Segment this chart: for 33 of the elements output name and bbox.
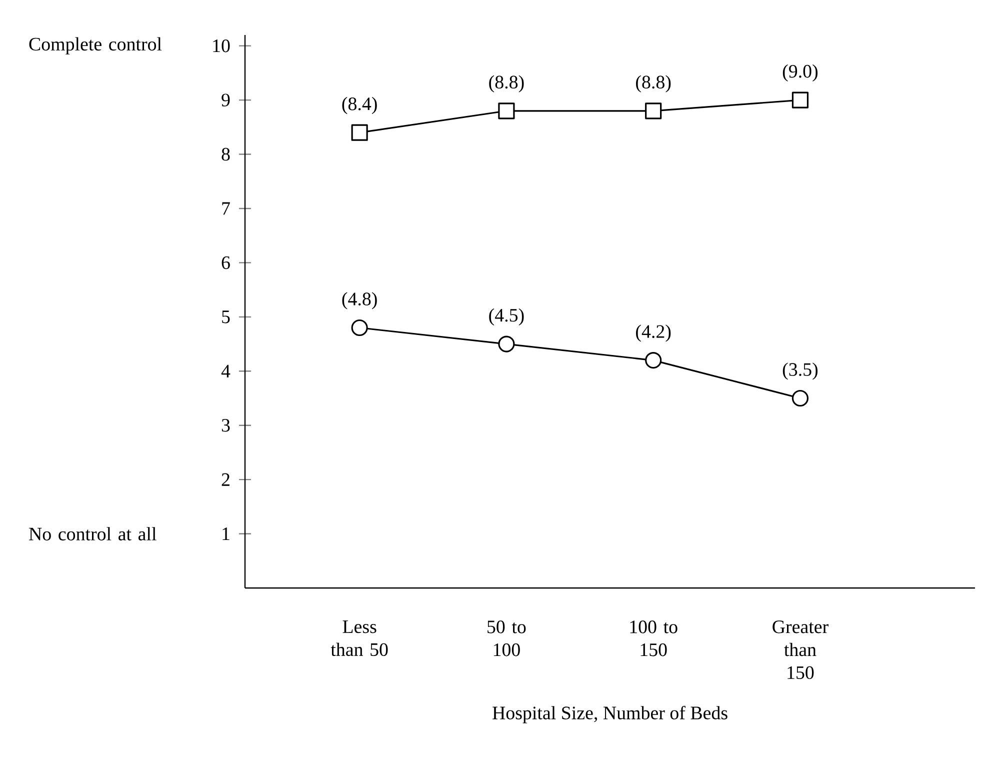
point — [498, 102, 515, 120]
x-axis-title: Hospital Size, Number of Beds — [492, 706, 728, 724]
data-label: (8.8) — [489, 75, 524, 92]
x-tick-label: Greater than 150 — [772, 620, 828, 680]
y-tick-label: 4 — [221, 364, 230, 378]
x-tick-label: Less than 50 — [330, 620, 388, 656]
point — [645, 352, 662, 369]
y-tick-label: 2 — [222, 473, 230, 486]
data-label: (8.4) — [342, 96, 377, 114]
data-label: (4.8) — [342, 292, 377, 310]
text: Complete control — [29, 37, 162, 54]
y-tick-label: 6 — [222, 256, 230, 270]
y-tick-label: 8 — [222, 148, 230, 161]
data-label: (9.0) — [782, 64, 818, 82]
y-tick-label: 10 — [213, 39, 230, 52]
data-label: (8.8) — [636, 75, 671, 92]
text: No control at all — [29, 527, 156, 540]
point — [792, 92, 809, 108]
y-tick-label: 5 — [222, 310, 230, 324]
point — [351, 319, 368, 336]
x-tick-label: 50 to 100 — [488, 620, 526, 656]
point — [645, 102, 662, 120]
y-tick-label: 3 — [222, 418, 230, 432]
point — [498, 336, 515, 352]
y-tick-label: 9 — [222, 94, 230, 106]
data-label: (3.5) — [782, 362, 818, 380]
y-tick-label: 7 — [222, 202, 230, 215]
data-label: (4.5) — [489, 308, 524, 326]
point — [351, 124, 368, 141]
data-label: (4.2) — [636, 324, 671, 342]
point — [792, 390, 809, 407]
x-tick-label: 100 to 150 — [630, 620, 678, 656]
y-tick-label: 1 — [222, 528, 230, 540]
